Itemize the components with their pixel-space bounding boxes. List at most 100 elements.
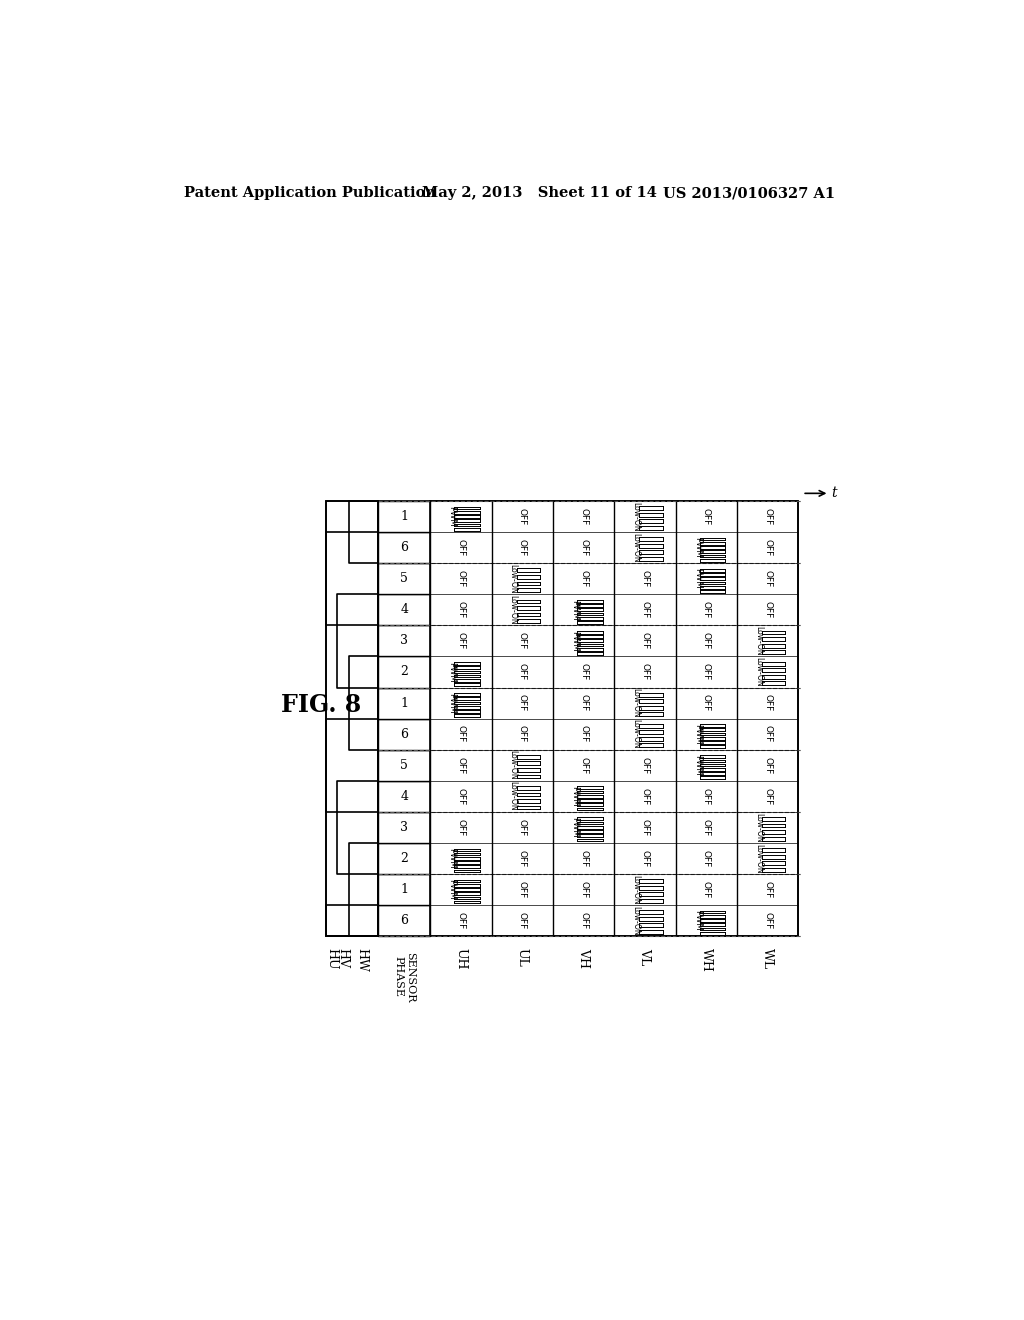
Text: OFF: OFF [640,601,649,619]
Text: PWM: PWM [570,599,579,620]
Text: 3: 3 [400,821,409,834]
Bar [378,688,430,718]
Bar [378,594,430,626]
Text: OFF: OFF [640,850,649,867]
Text: OFF: OFF [518,818,526,836]
Bar [378,532,430,564]
Text: HU: HU [325,948,338,969]
Text: 3: 3 [400,635,409,647]
Text: Low-ON: Low-ON [509,781,517,810]
Text: Low-ON: Low-ON [754,843,763,874]
Text: OFF: OFF [763,756,772,774]
Text: OFF: OFF [580,912,588,929]
Text: OFF: OFF [763,601,772,619]
Text: Low-ON: Low-ON [631,719,640,748]
Bar [326,502,378,936]
Text: OFF: OFF [518,632,526,649]
Text: 6: 6 [400,913,409,927]
Text: OFF: OFF [640,570,649,587]
Text: HW: HW [355,948,369,972]
Text: OFF: OFF [763,508,772,525]
Bar [430,502,799,936]
Text: OFF: OFF [580,880,588,898]
Text: OFF: OFF [701,632,711,649]
Text: Low-ON: Low-ON [754,657,763,686]
Text: 5: 5 [400,573,409,585]
Text: OFF: OFF [457,726,466,743]
Bar [378,812,430,843]
Bar [326,502,799,936]
Text: Low-ON: Low-ON [754,626,763,656]
Text: 2: 2 [400,665,409,678]
Text: OFF: OFF [701,601,711,619]
Text: OFF: OFF [580,726,588,743]
Bar [378,718,430,750]
Bar [378,906,430,936]
Text: WH: WH [699,948,713,972]
Text: VL: VL [639,948,651,965]
Text: OFF: OFF [518,664,526,681]
Text: 4: 4 [400,789,409,803]
Text: Low-ON: Low-ON [631,688,640,718]
Text: FIG. 8: FIG. 8 [282,693,361,717]
Text: Patent Application Publication: Patent Application Publication [183,186,436,201]
Text: OFF: OFF [763,912,772,929]
Text: 2: 2 [400,851,409,865]
Text: Low-ON: Low-ON [754,813,763,842]
Text: 1: 1 [400,883,409,896]
Text: Low-ON: Low-ON [631,502,640,532]
Bar [378,656,430,688]
Text: OFF: OFF [763,788,772,805]
Text: Low-ON: Low-ON [631,906,640,936]
Text: PWM: PWM [447,507,457,527]
Text: 5: 5 [400,759,409,772]
Text: PWM: PWM [447,849,457,869]
Text: PWM: PWM [447,661,457,682]
Text: PWM: PWM [447,693,457,713]
Text: VH: VH [578,948,590,968]
Text: US 2013/0106327 A1: US 2013/0106327 A1 [663,186,835,201]
Text: PWM: PWM [692,723,701,744]
Text: 4: 4 [400,603,409,616]
Text: WL: WL [761,948,774,969]
Text: OFF: OFF [518,912,526,929]
Text: OFF: OFF [457,601,466,619]
Text: OFF: OFF [701,818,711,836]
Text: OFF: OFF [457,912,466,929]
Text: UL: UL [516,948,528,966]
Text: 1: 1 [400,697,409,710]
Text: PWM: PWM [692,537,701,558]
Text: OFF: OFF [701,664,711,681]
Text: OFF: OFF [701,788,711,805]
Text: 6: 6 [400,727,409,741]
Text: Low-ON: Low-ON [509,564,517,594]
Text: OFF: OFF [701,850,711,867]
Text: OFF: OFF [640,818,649,836]
Bar [378,626,430,656]
Bar [378,564,430,594]
Text: OFF: OFF [763,570,772,587]
Text: PWM: PWM [570,785,579,807]
Text: OFF: OFF [701,694,711,711]
Text: PWM: PWM [692,755,701,776]
Text: OFF: OFF [763,880,772,898]
Text: OFF: OFF [763,726,772,743]
Text: OFF: OFF [580,850,588,867]
Text: OFF: OFF [457,539,466,556]
Text: OFF: OFF [640,632,649,649]
Text: May 2, 2013   Sheet 11 of 14: May 2, 2013 Sheet 11 of 14 [423,186,657,201]
Text: OFF: OFF [518,694,526,711]
Text: OFF: OFF [580,664,588,681]
Text: OFF: OFF [518,726,526,743]
Text: OFF: OFF [518,508,526,525]
Text: OFF: OFF [580,694,588,711]
Text: 1: 1 [400,510,409,523]
Text: OFF: OFF [457,818,466,836]
Bar [378,780,430,812]
Text: OFF: OFF [457,570,466,587]
Text: OFF: OFF [701,508,711,525]
Text: OFF: OFF [640,788,649,805]
Text: OFF: OFF [580,570,588,587]
Text: PWM: PWM [447,879,457,900]
Text: Low-ON: Low-ON [509,595,517,624]
